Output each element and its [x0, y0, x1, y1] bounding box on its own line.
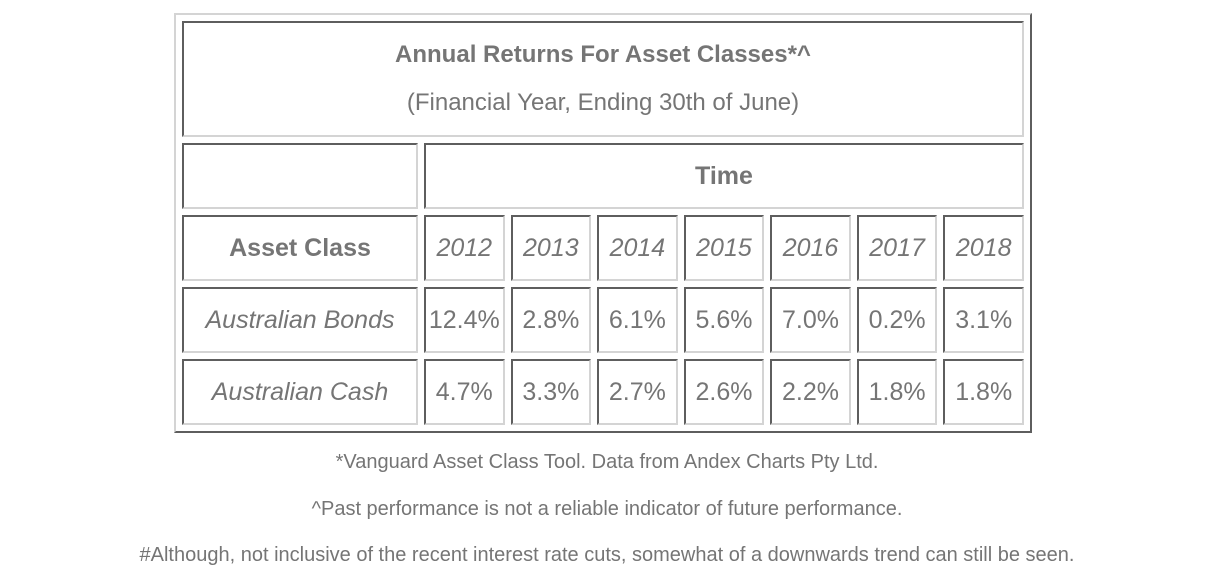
year-header: 2016 — [770, 215, 851, 281]
return-value: 2.6% — [683, 359, 765, 425]
annual-returns-table: Annual Returns For Asset Classes*^ (Fina… — [174, 13, 1032, 433]
return-value: 3.1% — [943, 287, 1024, 353]
table-title-cell: Annual Returns For Asset Classes*^ (Fina… — [182, 21, 1024, 137]
year-header-row: Asset Class 2012 2013 2014 2015 2016 201… — [182, 215, 1024, 281]
return-value: 4.7% — [424, 359, 505, 425]
return-value: 3.3% — [510, 359, 592, 425]
return-value: 0.2% — [856, 287, 938, 353]
year-header: 2012 — [424, 215, 505, 281]
year-header: 2015 — [683, 215, 765, 281]
return-value: 2.8% — [510, 287, 592, 353]
empty-corner-cell — [182, 143, 418, 209]
table-row: Australian Bonds 12.4% 2.8% 6.1% 5.6% 7.… — [182, 287, 1024, 353]
return-value: 1.8% — [943, 359, 1024, 425]
title-row: Annual Returns For Asset Classes*^ (Fina… — [182, 21, 1024, 137]
table-title: Annual Returns For Asset Classes*^ — [395, 41, 811, 68]
year-header: 2014 — [597, 215, 678, 281]
source-footnote: *Vanguard Asset Class Tool. Data from An… — [335, 451, 879, 473]
year-header: 2017 — [856, 215, 938, 281]
return-value: 2.7% — [597, 359, 678, 425]
return-value: 1.8% — [856, 359, 938, 425]
note-footnote: #Although, not inclusive of the recent i… — [139, 544, 1075, 566]
table-row: Australian Cash 4.7% 3.3% 2.7% 2.6% 2.2%… — [182, 359, 1024, 425]
table-subtitle: (Financial Year, Ending 30th of June) — [406, 89, 800, 116]
return-value: 12.4% — [424, 287, 505, 353]
year-header: 2018 — [943, 215, 1024, 281]
year-header: 2013 — [510, 215, 592, 281]
disclaimer-footnote: ^Past performance is not a reliable indi… — [311, 498, 903, 520]
return-value: 6.1% — [597, 287, 678, 353]
asset-name: Australian Bonds — [182, 287, 418, 353]
return-value: 2.2% — [770, 359, 851, 425]
asset-class-header: Asset Class — [182, 215, 418, 281]
time-header-row: Time — [182, 143, 1024, 209]
return-value: 7.0% — [770, 287, 851, 353]
asset-name: Australian Cash — [182, 359, 418, 425]
time-header: Time — [424, 143, 1024, 209]
return-value: 5.6% — [683, 287, 765, 353]
